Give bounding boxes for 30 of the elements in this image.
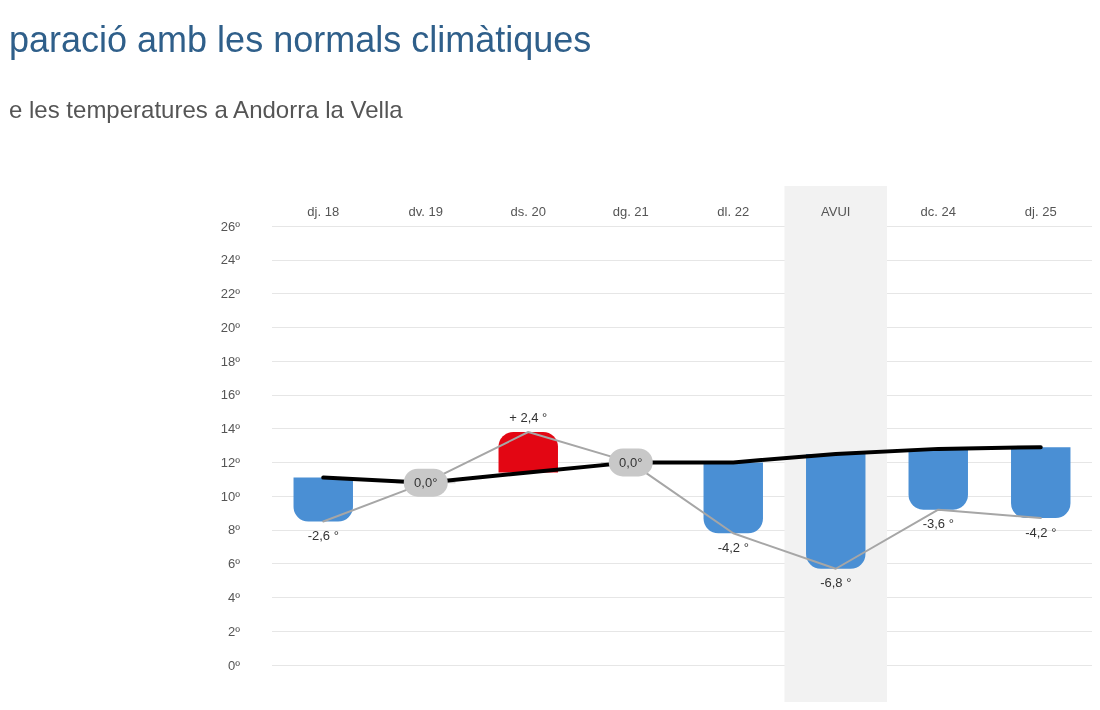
y-tick-label: 14º <box>220 421 241 437</box>
x-tick-label: dg. 21 <box>612 204 649 219</box>
x-tick-label: dj. 18 <box>307 204 340 219</box>
y-tick-label: 24º <box>220 252 241 268</box>
x-tick-label: ds. 20 <box>510 204 546 219</box>
x-tick-label: dj. 25 <box>1024 204 1057 219</box>
data-label: -4,2 ° <box>1025 524 1057 540</box>
data-label: + 2,4 ° <box>509 410 548 426</box>
x-tick-label: AVUI <box>821 204 851 219</box>
y-tick-label: 4º <box>228 589 241 605</box>
y-tick-label: 8º <box>228 522 241 538</box>
y-tick-label: 0º <box>228 657 241 673</box>
y-tick-label: 6º <box>228 556 241 572</box>
data-label: -3,6 ° <box>922 516 954 532</box>
y-tick-label: 22º <box>220 286 241 302</box>
x-tick-label: dl. 22 <box>717 204 750 219</box>
y-tick-label: 16º <box>220 387 241 403</box>
data-label: -6,8 ° <box>820 575 852 591</box>
data-label: -4,2 ° <box>717 539 749 555</box>
y-tick-label: 10º <box>220 488 241 504</box>
data-label: -2,6 ° <box>307 527 339 543</box>
y-tick-label: 12º <box>220 454 241 470</box>
y-tick-label: 20º <box>220 319 241 335</box>
y-tick-label: 26º <box>220 218 241 234</box>
y-tick-label: 2º <box>228 623 241 639</box>
x-tick-label: dc. 24 <box>920 204 956 219</box>
y-tick-label: 18º <box>220 353 241 369</box>
chart-subtitle: e les temperatures a Andorra la Vella <box>9 95 404 123</box>
x-tick-label: dv. 19 <box>408 204 443 219</box>
chart-title: paració amb les normals climàtiques <box>9 18 592 60</box>
